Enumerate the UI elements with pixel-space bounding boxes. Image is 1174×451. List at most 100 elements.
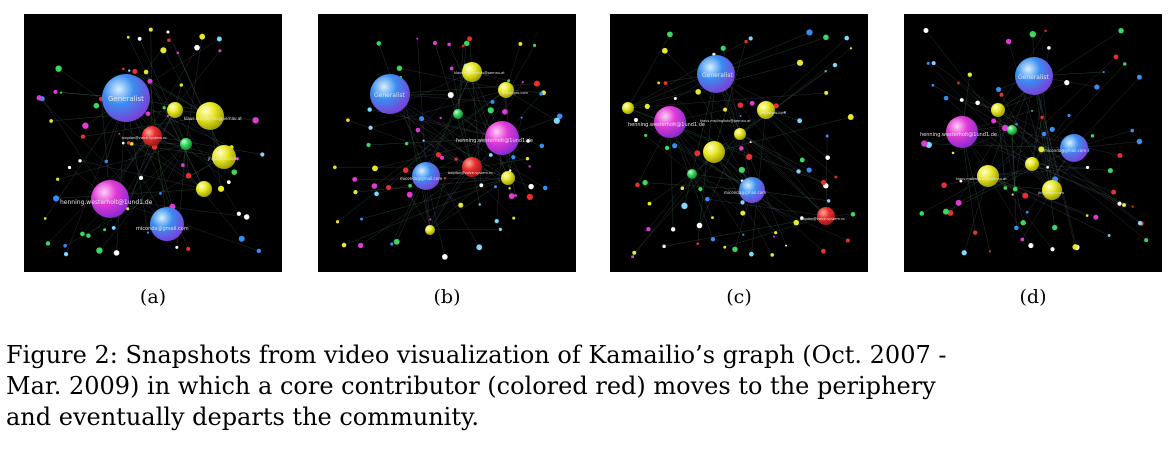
node-yellow-1 xyxy=(977,165,999,187)
graph-node-small xyxy=(749,141,752,144)
graph-edge xyxy=(505,43,521,91)
graph-node-small xyxy=(825,134,829,138)
graph-edge xyxy=(429,82,523,231)
graph-edge xyxy=(997,109,1142,224)
graph-node-small xyxy=(770,253,775,257)
graph-node-small xyxy=(86,233,91,238)
graph-node-small xyxy=(429,218,432,221)
graph-node-small xyxy=(542,185,548,191)
graph-node-small xyxy=(1044,29,1047,33)
graph-edge xyxy=(149,81,168,225)
graph-edge xyxy=(337,89,507,222)
graph-edge xyxy=(368,137,503,146)
graph-node-small xyxy=(1117,153,1123,158)
graph-edge xyxy=(669,121,744,235)
graph-node-small xyxy=(991,118,997,124)
graph-node-small xyxy=(526,193,533,201)
graph-edge xyxy=(627,38,751,109)
graph-node-small xyxy=(749,251,754,257)
graph-node-small xyxy=(520,116,523,119)
graph-node-small xyxy=(447,91,454,98)
graph-node-small xyxy=(129,141,134,146)
graph-node-small xyxy=(432,40,438,46)
graph-node-small xyxy=(694,150,701,157)
graph-node-small xyxy=(1123,62,1127,66)
graph-node-small xyxy=(514,194,518,197)
graph-node-small xyxy=(528,183,534,190)
graph-node-small xyxy=(366,142,371,148)
graph-node-small xyxy=(631,255,635,259)
graph-node-small xyxy=(961,250,967,256)
graph-edge xyxy=(707,198,827,217)
graph-node-small xyxy=(372,165,378,172)
graph-node-small xyxy=(36,95,42,101)
caption-line-2: Mar. 2009) in which a core contributor (… xyxy=(6,372,936,400)
graph-edge xyxy=(429,45,535,231)
graph-node-small xyxy=(742,233,745,236)
graph-node-small xyxy=(63,244,67,248)
graph-node-small xyxy=(96,247,103,254)
graph-edge xyxy=(715,37,826,75)
label-bogdan: bogdan@voice-system.ro xyxy=(122,136,166,140)
graph-node-small xyxy=(632,250,637,255)
graph-node-small xyxy=(511,155,516,160)
graph-node-small xyxy=(404,141,409,146)
graph-edge xyxy=(1031,115,1070,165)
network-graph-c: Generalist henning.westerholt@1und1.de m… xyxy=(622,29,856,259)
graph-node-small xyxy=(1040,115,1044,120)
graph-edge xyxy=(396,71,473,242)
graph-edge xyxy=(109,198,259,252)
graph-edge xyxy=(361,177,509,220)
graph-node-small xyxy=(1085,165,1090,170)
graph-node-small xyxy=(749,100,755,106)
graph-node-small xyxy=(476,244,483,251)
graph-edge xyxy=(360,166,473,246)
graph-node-small xyxy=(919,211,925,216)
graph-node-small xyxy=(231,169,238,175)
graph-node-small xyxy=(1117,201,1122,206)
graph-node-small xyxy=(490,99,495,104)
graph-node-small xyxy=(1113,54,1119,60)
graph-edge xyxy=(997,30,1122,111)
label-jh: jh@tutpro.com xyxy=(501,91,528,95)
graph-edge xyxy=(108,135,153,187)
graph-edge xyxy=(56,188,205,199)
graph-node-small xyxy=(126,141,131,145)
graph-node-small xyxy=(406,191,413,198)
graph-node-small xyxy=(243,214,250,220)
graph-node-small xyxy=(959,179,963,183)
graph-edge xyxy=(739,133,810,171)
graph-node-small xyxy=(179,83,183,87)
graph-node-small xyxy=(111,226,116,230)
graph-snapshot-d: Generalist henning.westerholt@1und1.de m… xyxy=(904,14,1162,272)
node-yellow-1 xyxy=(462,62,482,82)
graph-node-small xyxy=(1111,189,1117,195)
graph-node-small xyxy=(440,155,445,160)
panel-label-d: (d) xyxy=(1019,286,1047,308)
graph-node-small xyxy=(732,246,738,253)
network-graph-d: Generalist henning.westerholt@1und1.de m… xyxy=(919,27,1149,256)
node-yellow-3 xyxy=(622,102,634,114)
node-core-contributor xyxy=(462,157,482,177)
node-green-1 xyxy=(687,169,697,179)
graph-node-small xyxy=(386,185,392,191)
graph-node-small xyxy=(175,245,179,249)
label-generalist: Generalist xyxy=(374,92,405,99)
graph-node-small xyxy=(1020,220,1026,226)
graph-node-small xyxy=(333,165,337,170)
graph-node-small xyxy=(56,177,60,181)
graph-edge xyxy=(1011,129,1147,241)
graph-node-small xyxy=(820,248,826,254)
graph-node-small xyxy=(1003,186,1008,190)
graph-node-small xyxy=(353,190,358,195)
graph-edge xyxy=(713,41,747,153)
graph-edge xyxy=(409,194,431,231)
graph-node-small xyxy=(121,141,125,145)
graph-node-small xyxy=(512,216,516,220)
graph-edge xyxy=(627,34,671,109)
caption-line-3: and eventually departs the community. xyxy=(6,403,480,431)
graph-node-small xyxy=(774,231,778,235)
node-generalist xyxy=(370,74,410,114)
graph-node-small xyxy=(673,97,677,101)
graph-edge xyxy=(645,182,753,191)
